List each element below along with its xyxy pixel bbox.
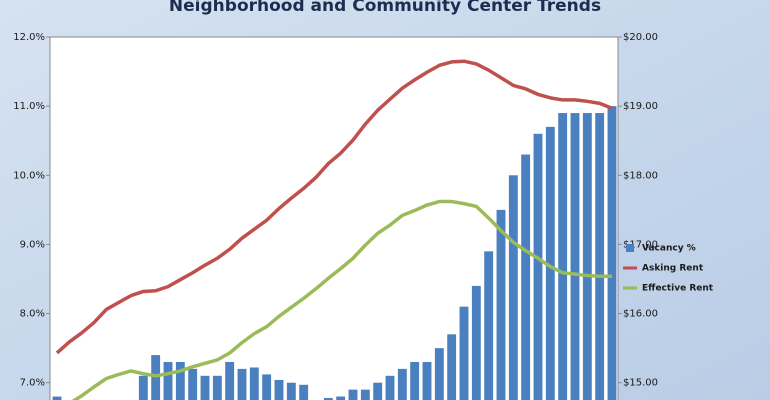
bar: [348, 389, 358, 400]
bar: [582, 113, 592, 400]
bar: [385, 375, 395, 400]
bar: [484, 251, 494, 400]
line: [71, 199, 612, 400]
bar: [249, 367, 259, 400]
bar: [323, 397, 333, 400]
y-tick-label: 9.0%: [20, 239, 45, 250]
bar: [434, 348, 444, 400]
legend-label: Asking Rent: [642, 264, 704, 274]
bar: [212, 375, 222, 400]
bar: [595, 113, 605, 400]
bar: [496, 209, 506, 400]
y2-tick-label: $20.00: [623, 32, 658, 43]
bar: [262, 374, 272, 400]
bar: [459, 306, 469, 400]
bar: [175, 361, 185, 400]
y2-tick-label: $16.00: [623, 309, 658, 320]
y2-tick-label: $17.00: [623, 239, 658, 250]
bar: [336, 396, 346, 400]
legend-label: Effective Rent: [642, 284, 714, 294]
bar: [138, 375, 148, 400]
y-tick-label: 8.0%: [20, 309, 45, 320]
bar: [558, 113, 568, 400]
plot: [52, 59, 617, 400]
bar: [373, 382, 383, 400]
y2-tick-label: $15.00: [623, 378, 658, 389]
bar: [163, 361, 173, 400]
y2-tick-label: $18.00: [623, 170, 658, 181]
y-tick-label: 11.0%: [13, 101, 45, 112]
y2-tick-label: $19.00: [623, 101, 658, 112]
bar: [422, 361, 432, 400]
bar: [570, 113, 580, 400]
bar: [225, 361, 235, 400]
bar: [200, 375, 210, 400]
bar: [52, 396, 62, 400]
bar: [607, 106, 617, 400]
y-tick-label: 10.0%: [13, 170, 45, 181]
bar: [521, 154, 531, 400]
line: [55, 59, 613, 355]
legend-label: Vacancy %: [642, 244, 696, 254]
bar: [237, 368, 247, 400]
bar: [286, 382, 296, 400]
bar: [360, 389, 370, 400]
chart-title: Neighborhood and Community Center Trends: [169, 0, 601, 16]
bar: [274, 379, 284, 400]
legend-swatch: [626, 244, 634, 252]
bar: [545, 126, 555, 400]
bar: [508, 175, 518, 400]
bar: [299, 384, 309, 400]
bar: [447, 334, 457, 400]
bar: [188, 368, 198, 400]
bar: [533, 133, 543, 400]
y-tick-label: 7.0%: [20, 378, 45, 389]
bar: [471, 285, 481, 400]
y-tick-label: 12.0%: [13, 32, 45, 43]
bar: [397, 368, 407, 400]
bar: [410, 361, 420, 400]
